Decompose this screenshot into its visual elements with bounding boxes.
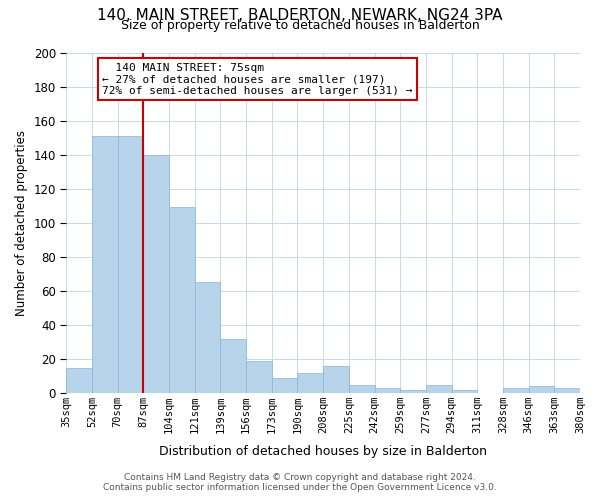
X-axis label: Distribution of detached houses by size in Balderton: Distribution of detached houses by size … [159, 444, 487, 458]
Bar [220, 338, 246, 393]
Bar [169, 208, 195, 393]
Bar [374, 388, 400, 393]
Bar [67, 368, 92, 393]
Text: Contains HM Land Registry data © Crown copyright and database right 2024.
Contai: Contains HM Land Registry data © Crown c… [103, 473, 497, 492]
Text: 140 MAIN STREET: 75sqm  
← 27% of detached houses are smaller (197)
72% of semi-: 140 MAIN STREET: 75sqm ← 27% of detached… [103, 62, 413, 96]
Bar [349, 384, 374, 393]
Bar [503, 388, 529, 393]
Bar [92, 136, 118, 393]
Bar [400, 390, 426, 393]
Bar [298, 372, 323, 393]
Bar [143, 154, 169, 393]
Bar [246, 361, 272, 393]
Text: Size of property relative to detached houses in Balderton: Size of property relative to detached ho… [121, 19, 479, 32]
Bar [118, 136, 143, 393]
Y-axis label: Number of detached properties: Number of detached properties [15, 130, 28, 316]
Bar [529, 386, 554, 393]
Bar [554, 388, 580, 393]
Bar [452, 390, 477, 393]
Bar [195, 282, 220, 393]
Text: 140, MAIN STREET, BALDERTON, NEWARK, NG24 3PA: 140, MAIN STREET, BALDERTON, NEWARK, NG2… [97, 8, 503, 22]
Bar [426, 384, 452, 393]
Bar [272, 378, 298, 393]
Bar [323, 366, 349, 393]
